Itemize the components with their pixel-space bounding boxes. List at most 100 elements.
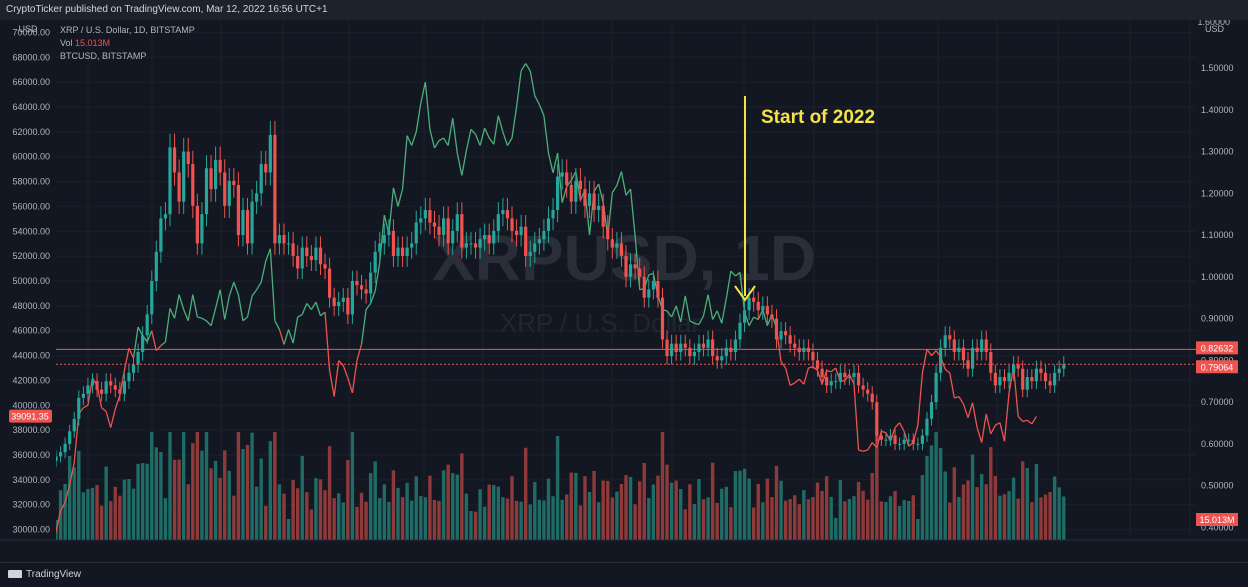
candle-body <box>738 322 742 340</box>
volume-bar <box>688 484 692 542</box>
btc-line-segment <box>780 361 787 369</box>
volume-bar <box>323 490 327 542</box>
volume-bar <box>81 492 86 542</box>
btc-line-segment <box>233 282 240 295</box>
candle-body <box>583 189 587 206</box>
volume-bar <box>213 460 218 542</box>
volume-bar <box>181 432 186 542</box>
candle-body <box>172 147 177 173</box>
candle-body <box>688 347 692 357</box>
candle-body <box>405 247 409 256</box>
candle-body <box>628 264 633 277</box>
candle-body <box>131 364 136 373</box>
candle-body <box>647 289 651 298</box>
volume-bar <box>815 482 820 542</box>
chart-area[interactable]: XRPUSD, 1D XRP / U.S. Dollar USD 70000.00… <box>0 17 1248 562</box>
volume-bar <box>742 468 747 542</box>
right-axis-tick: 1.20000 <box>1201 188 1234 198</box>
candle-body <box>396 247 400 256</box>
legend: XRP / U.S. Dollar, 1D, BITSTAMP Vol 15.0… <box>60 24 195 63</box>
candle-body <box>145 314 149 336</box>
right-axis-tick: 1.50000 <box>1201 63 1234 73</box>
btc-line-segment <box>954 395 960 399</box>
candle-body <box>1053 372 1057 386</box>
legend-compare[interactable]: BTCUSD, BITSTAMP <box>60 51 147 61</box>
candle-body <box>820 368 824 378</box>
btc-line-segment <box>155 345 162 352</box>
legend-symbol[interactable]: XRP / U.S. Dollar, 1D, BITSTAMP <box>60 25 195 35</box>
publisher-text: CryptoTicker published on TradingView.co… <box>6 4 328 15</box>
volume-bar <box>437 500 441 542</box>
volume-bar <box>770 497 774 542</box>
btc-line-segment <box>447 118 454 146</box>
left-axis-tick: 54000.00 <box>12 226 50 236</box>
candle-body <box>309 255 313 261</box>
volume-bar <box>172 459 177 542</box>
legend-volume[interactable]: Vol 15.013M <box>60 37 195 50</box>
left-axis-tick: 56000.00 <box>12 201 50 211</box>
volume-bar <box>984 484 988 542</box>
candle-body <box>711 339 715 357</box>
candle-body <box>487 235 491 244</box>
btc-line-segment <box>187 294 194 321</box>
btc-line-segment <box>151 330 157 351</box>
volume-bar <box>455 474 459 542</box>
candle-body <box>1039 368 1043 373</box>
volume-bar <box>186 484 190 542</box>
candle-body <box>929 402 934 419</box>
btc-line-segment <box>666 310 673 318</box>
candle-body <box>154 251 158 281</box>
btc-line-segment <box>178 294 185 310</box>
candle-body <box>861 385 865 390</box>
volume-bar <box>925 455 929 542</box>
candle-body <box>195 205 199 244</box>
chart-svg[interactable]: XRPUSD, 1D XRP / U.S. Dollar USD70000.00… <box>0 17 1248 562</box>
volume-bar <box>601 480 605 542</box>
volume-bar <box>606 480 610 542</box>
btc-line-segment <box>999 422 1006 442</box>
volume-bar <box>122 479 127 542</box>
candle-body <box>1025 377 1029 390</box>
volume-bar <box>86 489 90 542</box>
volume-bar <box>332 498 336 542</box>
btc-line-segment <box>256 281 262 291</box>
volume-bar <box>583 476 587 542</box>
volume-bar <box>204 432 209 542</box>
candle-body <box>286 243 291 245</box>
volume-bar <box>829 496 833 542</box>
volume-bar <box>875 432 879 542</box>
btc-line-segment <box>848 373 855 385</box>
volume-bar <box>916 519 920 542</box>
btc-line-segment <box>620 171 627 196</box>
btc-line-segment <box>306 302 312 310</box>
candle-body <box>811 351 815 361</box>
volume-bar <box>90 487 95 542</box>
candle-body <box>259 164 263 194</box>
btc-line-segment <box>360 309 367 345</box>
volume-bar <box>368 473 373 542</box>
btc-line-segment <box>237 294 244 321</box>
volume-bar <box>865 499 870 542</box>
volume-bar <box>893 490 897 542</box>
candle-body <box>163 214 168 219</box>
volume-bar <box>519 501 523 542</box>
btc-line-segment <box>702 294 709 316</box>
candle-body <box>209 168 213 190</box>
volume-bar <box>409 500 414 542</box>
btc-line-segment <box>534 95 540 105</box>
time-axis[interactable]: Aug16Sep15Oct18Nov15Dec15202217Feb15Mar1… <box>0 539 1248 562</box>
candle-body <box>829 381 833 386</box>
btc-line-segment <box>160 341 166 347</box>
volume-bar <box>250 432 254 542</box>
volume-bar <box>523 447 528 542</box>
candle-body <box>706 339 710 348</box>
btc-line-segment <box>903 431 910 447</box>
volume-bar <box>163 498 168 542</box>
btc-line-segment <box>224 295 230 320</box>
btc-line-segment <box>629 188 636 237</box>
btc-line-segment <box>881 430 887 434</box>
candle-body <box>957 347 961 352</box>
volume-bar <box>77 450 81 542</box>
